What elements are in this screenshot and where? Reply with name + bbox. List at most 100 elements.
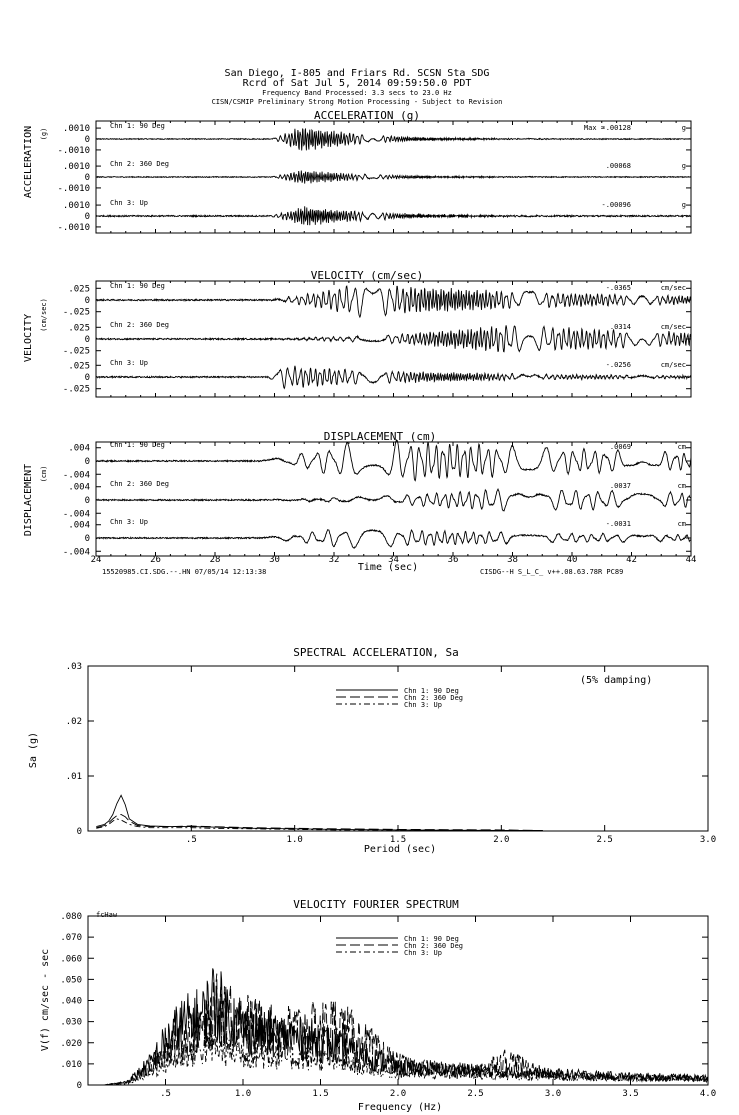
fs-legend-label: Chn 2: 360 Deg — [404, 942, 463, 950]
channel-label: Chn 1: 90 Deg — [110, 282, 165, 290]
y-tick-label: -.025 — [63, 308, 90, 318]
time-tick-label: 44 — [686, 555, 697, 565]
max-unit: cm/sec — [661, 361, 686, 369]
y-tick-label: 0 — [85, 457, 90, 467]
acceleration-yunit: (g) — [40, 128, 48, 141]
time-tick-label: 42 — [626, 555, 637, 565]
trace-2-1 — [95, 488, 691, 512]
displacement-title: DISPLACEMENT (cm) — [324, 430, 437, 443]
max-value: -.00128 — [601, 124, 631, 132]
y-tick-label: .025 — [68, 361, 90, 371]
time-tick-label: 28 — [210, 555, 221, 565]
sa-xlabel: Period (sec) — [364, 844, 436, 855]
fs-y-tick-label: .040 — [60, 997, 82, 1007]
y-tick-label: -.0010 — [57, 146, 90, 156]
fs-x-tick-label: 2.5 — [467, 1089, 483, 1099]
fs-corner-note: fcHaw — [96, 911, 118, 919]
fs-x-tick-label: 2.0 — [390, 1089, 406, 1099]
sa-series-0 — [96, 794, 543, 831]
y-tick-label: .0010 — [63, 162, 90, 172]
max-unit: g — [682, 124, 686, 132]
time-axis-label: Time (sec) — [358, 562, 418, 573]
sa-legend-label: Chn 2: 360 Deg — [404, 694, 463, 702]
sa-x-tick-label: 1.0 — [287, 835, 303, 845]
velocity-panel: VELOCITY (cm/sec) VELOCITY (cm/sec) .025… — [23, 269, 692, 398]
max-unit: g — [682, 162, 686, 170]
sa-series-1 — [96, 814, 543, 831]
velocity-ylabel: VELOCITY — [23, 314, 34, 362]
header-station: San Diego, I-805 and Friars Rd. SCSN Sta… — [225, 68, 490, 79]
max-value: -.0031 — [606, 520, 631, 528]
fs-x-tick-label: 3.5 — [622, 1089, 638, 1099]
max-value: .0037 — [610, 482, 631, 490]
y-tick-label: .0010 — [63, 201, 90, 211]
velocity-yunit: (cm/sec) — [40, 298, 48, 332]
time-tick-label: 38 — [507, 555, 518, 565]
sa-damping-note: (5% damping) — [580, 675, 652, 686]
time-tick-label: 30 — [269, 555, 280, 565]
sa-x-tick-label: 1.5 — [390, 835, 406, 845]
sa-legend-label: Chn 3: Up — [404, 701, 442, 709]
max-value: .0314 — [610, 323, 631, 331]
max-value: -.0256 — [606, 361, 631, 369]
fs-x-tick-label: 4.0 — [700, 1089, 716, 1099]
time-tick-label: 34 — [388, 555, 399, 565]
time-tick-label: 24 — [91, 555, 102, 565]
sa-x-tick-label: 3.0 — [700, 835, 716, 845]
fs-ylabel: V(f) cm/sec - sec — [40, 949, 51, 1051]
fs-legend-label: Chn 3: Up — [404, 949, 442, 957]
time-tick-label: 40 — [567, 555, 578, 565]
sa-ylabel: Sa (g) — [28, 732, 39, 768]
sa-series-2 — [96, 818, 543, 831]
fs-x-tick-label: 1.5 — [312, 1089, 328, 1099]
y-tick-label: -.0010 — [57, 184, 90, 194]
fs-y-tick-label: 0 — [77, 1081, 82, 1091]
y-tick-label: 0 — [85, 496, 90, 506]
trace-0-0 — [95, 128, 692, 151]
fs-title: VELOCITY FOURIER SPECTRUM — [293, 898, 459, 911]
max-unit: cm — [678, 482, 686, 490]
sa-y-tick-label: .03 — [66, 662, 82, 672]
displacement-ylabel: DISPLACEMENT — [23, 464, 34, 536]
sa-y-tick-label: 0 — [77, 827, 82, 837]
y-tick-label: -.0010 — [57, 223, 90, 233]
footer-event-id: 15520985.CI.SDG.--.HN 07/05/14 12:13:38 — [102, 568, 266, 576]
time-axis: Time (sec) 24 26 28 30 32 34 36 38 40 42 44 — [91, 555, 697, 573]
trace-1-2 — [95, 365, 692, 390]
fs-x-tick-label: 3.0 — [545, 1089, 561, 1099]
fs-y-tick-label: .070 — [60, 933, 82, 943]
acceleration-title: ACCELERATION (g) — [314, 109, 420, 122]
sa-legend-label: Chn 1: 90 Deg — [404, 687, 459, 695]
y-tick-label: -.025 — [63, 347, 90, 357]
fs-x-tick-label: .5 — [160, 1089, 171, 1099]
trace-1-0 — [95, 285, 692, 319]
y-tick-label: 0 — [85, 296, 90, 306]
y-tick-label: .025 — [68, 323, 90, 333]
fs-y-tick-label: .020 — [60, 1039, 82, 1049]
fs-y-tick-label: .010 — [60, 1060, 82, 1070]
max-prefix: Max = — [584, 124, 605, 132]
displacement-yunit: (cm) — [40, 466, 48, 483]
y-tick-label: -.025 — [63, 385, 90, 395]
velocity-fourier-spectrum-chart: VELOCITY FOURIER SPECTRUM V(f) cm/sec - … — [40, 898, 716, 1113]
trace-0-2 — [95, 206, 692, 226]
footer-processing-id: CISDG--H S_L_C_ v++.08.63.78R PC89 — [480, 568, 623, 576]
fs-y-tick-label: .030 — [60, 1018, 82, 1028]
header-band: Frequency Band Processed: 3.3 secs to 23… — [262, 89, 452, 97]
spectral-acceleration-chart: SPECTRAL ACCELERATION, Sa Sa (g) Period … — [28, 646, 716, 855]
header-record: Rcrd of Sat Jul 5, 2014 09:59:50.0 PDT — [243, 78, 472, 89]
sa-x-tick-label: 2.0 — [493, 835, 509, 845]
fs-y-tick-label: .060 — [60, 954, 82, 964]
y-tick-label: -.004 — [63, 470, 90, 480]
trace-0-1 — [95, 170, 692, 184]
y-tick-label: -.004 — [63, 509, 90, 519]
sa-title: SPECTRAL ACCELERATION, Sa — [293, 646, 459, 659]
y-tick-label: 0 — [85, 373, 90, 383]
sa-y-tick-label: .02 — [66, 717, 82, 727]
fs-y-tick-label: .050 — [60, 975, 82, 985]
max-value: -.00096 — [601, 201, 631, 209]
trace-2-2 — [95, 528, 692, 549]
trace-1-1 — [95, 325, 692, 353]
channel-label: Chn 2: 360 Deg — [110, 160, 169, 168]
displacement-panel: DISPLACEMENT (cm) DISPLACEMENT (cm) .004… — [23, 430, 692, 557]
